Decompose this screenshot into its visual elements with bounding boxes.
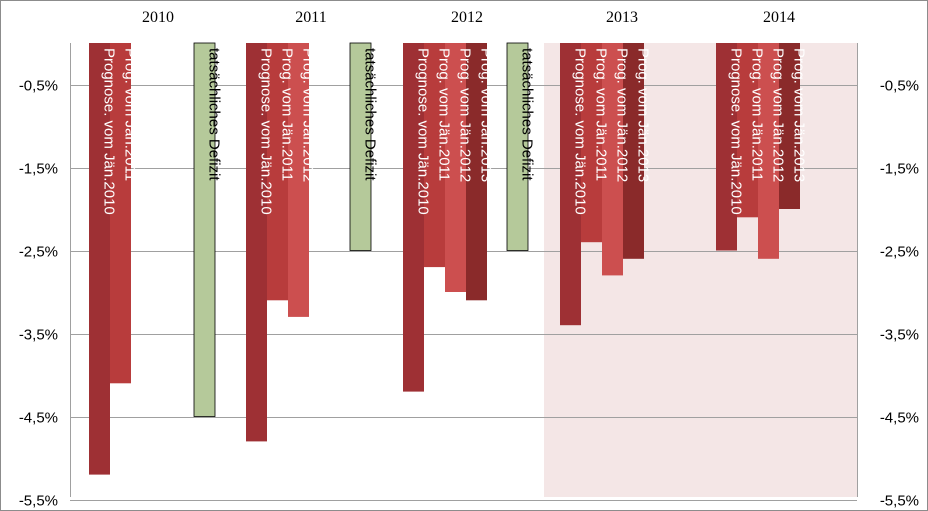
y-tick-label-left: -0,5% — [19, 78, 58, 95]
bar-label: Prognose. vom Jän.2010 — [415, 48, 432, 215]
y-tick-label-left: -2,5% — [19, 244, 58, 261]
bar-label: Prognose. vom Jän.2010 — [101, 48, 118, 215]
bar-label: tatsächliches Defizit — [362, 48, 379, 181]
x-category-label: 2011 — [295, 9, 326, 26]
bar-label: Prog. vom Jän.2011 — [122, 48, 139, 181]
bar — [716, 43, 737, 251]
axes: -0,5% -0,5% -1,5% -1,5% -2,5% -2,5% -3,5% -3,5%… — [19, 9, 919, 510]
y-tick-label-right: -3,5% — [880, 327, 919, 344]
bar-label: tatsächliches Defizit — [519, 48, 536, 181]
x-category-label: 2014 — [763, 9, 795, 26]
bar-label: Prog. vom Jän.2013 — [791, 48, 808, 182]
bar-label: tatsächliches Defizit — [206, 48, 223, 181]
bar-label: Prog. vom Jän.2012 — [457, 48, 474, 182]
bar-label: Prognose. vom Jän.2010 — [258, 48, 275, 215]
bar-label: Prognose. vom Jän.2010 — [572, 48, 589, 215]
bar — [424, 43, 445, 268]
y-tick-label-left: -4,5% — [19, 410, 58, 427]
bar-label: Prog. vom Jän.2011 — [749, 48, 766, 181]
bars — [89, 42, 800, 475]
x-category-label: 2012 — [451, 9, 483, 26]
bar — [110, 43, 131, 384]
bar — [737, 43, 758, 218]
bar — [89, 43, 110, 475]
bar — [466, 43, 487, 301]
x-category-label: 2013 — [606, 9, 638, 26]
bar — [246, 43, 267, 442]
bar — [581, 43, 602, 243]
x-category-label: 2010 — [142, 9, 174, 26]
y-tick-label-left: -5,5% — [19, 493, 58, 510]
bar — [506, 42, 529, 251]
bar-label: Prognose. vom Jän.2010 — [728, 48, 745, 215]
bar — [779, 43, 800, 209]
bar-label: Prog. vom Jän.2011 — [593, 48, 610, 181]
y-tick-label-right: -1,5% — [880, 161, 919, 178]
bar — [623, 43, 644, 259]
y-tick-label-right: -0,5% — [880, 78, 919, 95]
bar — [560, 43, 581, 326]
bar — [445, 43, 466, 292]
y-tick-label-left: -1,5% — [19, 161, 58, 178]
bar — [288, 43, 309, 317]
y-tick-label-right: -5,5% — [880, 493, 919, 510]
bar-label: Prog. vom Jän.2013 — [635, 48, 652, 182]
bar — [193, 42, 216, 417]
y-tick-label-right: -4,5% — [880, 410, 919, 427]
bar — [349, 42, 372, 251]
bar-label: Prog. vom Jän.2012 — [614, 48, 631, 182]
bar-label: Prog. vom Jän.2011 — [279, 48, 296, 181]
bar — [758, 43, 779, 259]
bar — [403, 43, 424, 392]
bar-label: Prog. vom Jän.2011 — [436, 48, 453, 181]
y-tick-label-right: -2,5% — [880, 244, 919, 261]
bar-label: Prog. vom Jän.2013 — [478, 48, 495, 182]
bar-label: Prog. vom Jän.2012 — [300, 48, 317, 182]
bar-label: Prog. vom Jän.2012 — [770, 48, 787, 182]
y-tick-label-left: -3,5% — [19, 327, 58, 344]
bar — [602, 43, 623, 276]
bar-labels: Prognose. vom Jän.2010 Prog. vom Jän.2011… — [101, 48, 808, 215]
bar — [267, 43, 288, 301]
